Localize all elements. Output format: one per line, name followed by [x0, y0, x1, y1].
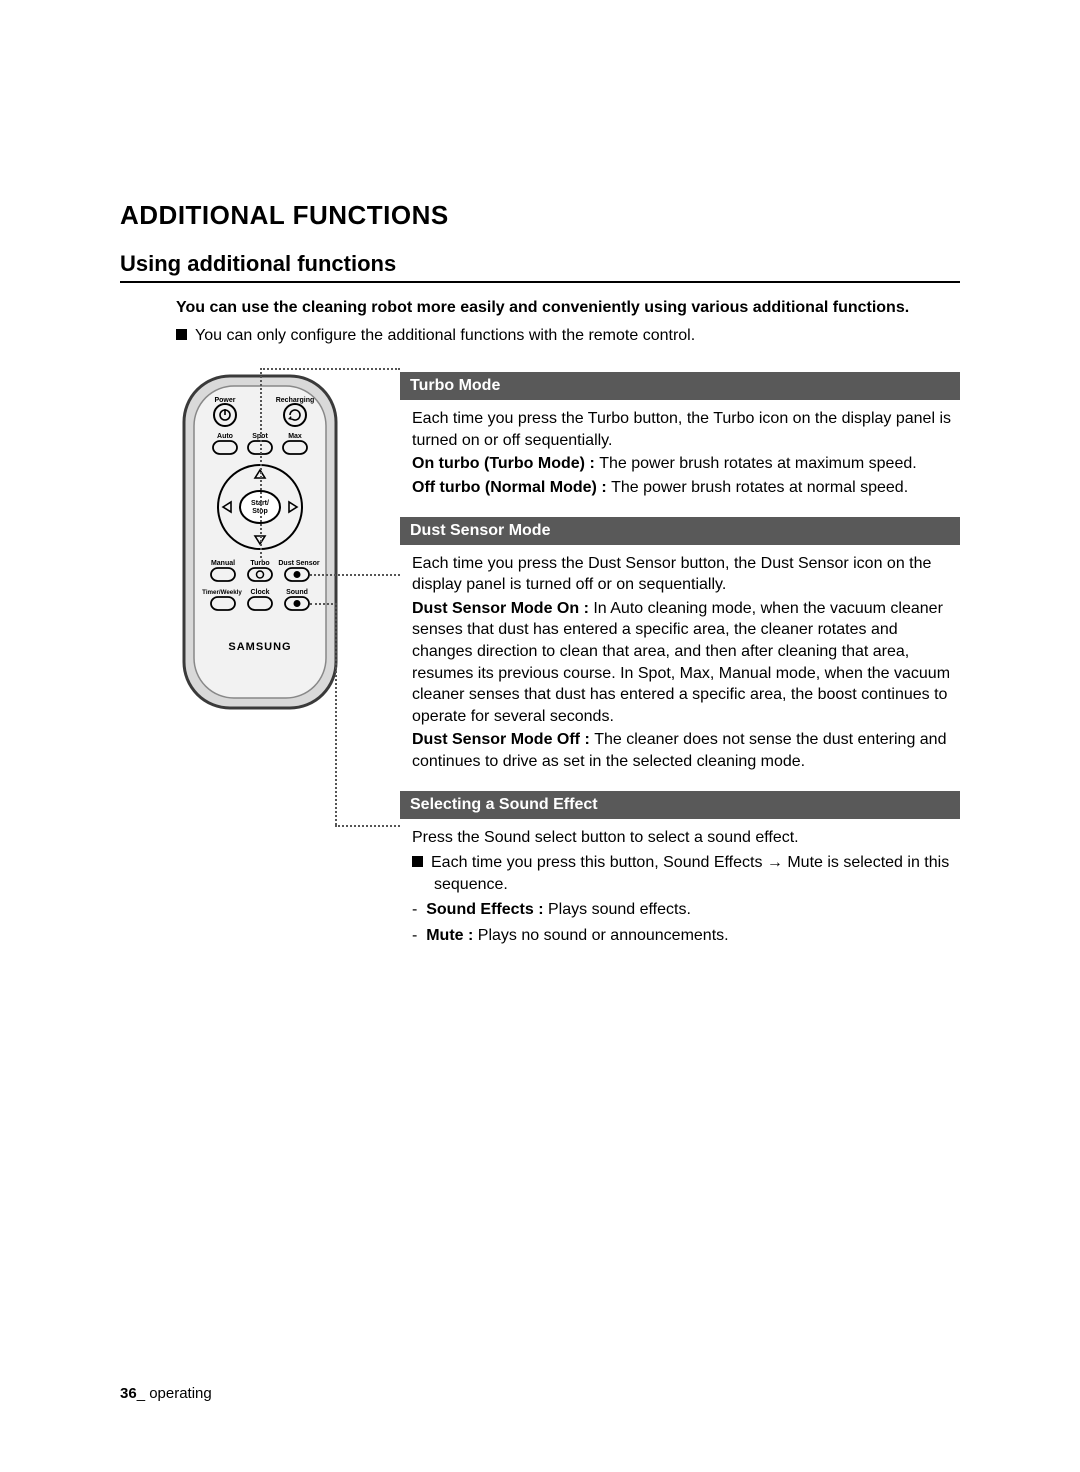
page-footer: 36_ operating	[120, 1385, 212, 1402]
remote-label-recharging: Recharging	[276, 397, 315, 404]
sound-effects-line: - Sound Effects : Plays sound effects.	[412, 899, 960, 921]
sound-mute-line: - Mute : Plays no sound or announcements…	[412, 925, 960, 947]
remote-column: Power Recharging Auto Spot Max	[120, 372, 400, 964]
square-bullet-icon	[412, 856, 423, 867]
turbo-section-body: Each time you press the Turbo button, th…	[412, 408, 960, 498]
sound-intro: Press the Sound select button to select …	[412, 827, 960, 849]
remote-label-turbo: Turbo	[250, 560, 269, 567]
square-bullet-icon	[176, 329, 187, 340]
footer-label: _ operating	[137, 1385, 212, 1402]
sound-effects-label: Sound Effects :	[426, 901, 548, 918]
dust-section-body: Each time you press the Dust Sensor butt…	[412, 553, 960, 773]
dust-intro: Each time you press the Dust Sensor butt…	[412, 553, 960, 596]
turbo-on: On turbo (Turbo Mode) : The power brush …	[412, 453, 960, 475]
intro-note-text: You can only configure the additional fu…	[176, 325, 960, 347]
turbo-intro: Each time you press the Turbo button, th…	[412, 408, 960, 451]
dust-section-head: Dust Sensor Mode	[400, 517, 960, 545]
intro-block: You can use the cleaning robot more easi…	[176, 297, 960, 346]
remote-label-sound: Sound	[286, 589, 308, 596]
remote-label-timer: Timer/Weekly	[202, 589, 242, 596]
sound-section-body: Press the Sound select button to select …	[412, 827, 960, 947]
connector-sound-h	[335, 825, 400, 827]
dust-off-label: Dust Sensor Mode Off :	[412, 731, 594, 748]
remote-label-max: Max	[288, 433, 302, 440]
turbo-on-label: On turbo (Turbo Mode) :	[412, 455, 599, 472]
remote-label-power: Power	[214, 397, 235, 404]
brand-label: SAMSUNG	[228, 641, 291, 653]
turbo-on-text: The power brush rotates at maximum speed…	[599, 455, 916, 472]
remote-label-dust: Dust Sensor	[278, 560, 320, 567]
remote-label-clock: Clock	[250, 589, 269, 596]
sound-section-head: Selecting a Sound Effect	[400, 791, 960, 819]
remote-label-auto: Auto	[217, 433, 233, 440]
intro-bold-text: You can use the cleaning robot more easi…	[176, 297, 960, 319]
intro-note-text-span: You can only configure the additional fu…	[195, 327, 695, 344]
turbo-off-text: The power brush rotates at normal speed.	[611, 479, 908, 496]
page-number: 36	[120, 1385, 137, 1402]
content-layout: Power Recharging Auto Spot Max	[120, 372, 960, 964]
sound-bullet: Each time you press this button, Sound E…	[412, 852, 960, 895]
sound-mute-text: Plays no sound or announcements.	[478, 927, 729, 944]
connector-turbo-h	[260, 368, 400, 370]
turbo-off-label: Off turbo (Normal Mode) :	[412, 479, 611, 496]
dust-on-text: In Auto cleaning mode, when the vacuum c…	[412, 600, 950, 725]
connector-turbo-v	[260, 368, 262, 558]
dust-off: Dust Sensor Mode Off : The cleaner does …	[412, 729, 960, 772]
page-title: ADDITIONAL FUNCTIONS	[120, 200, 960, 231]
sections-column: Turbo Mode Each time you press the Turbo…	[400, 372, 960, 964]
connector-sound-stub	[310, 603, 337, 605]
turbo-off: Off turbo (Normal Mode) : The power brus…	[412, 477, 960, 499]
turbo-section-head: Turbo Mode	[400, 372, 960, 400]
dust-on-label: Dust Sensor Mode On :	[412, 600, 593, 617]
remote-illustration: Power Recharging Auto Spot Max	[180, 372, 400, 712]
connector-dust	[310, 574, 400, 576]
manual-page: ADDITIONAL FUNCTIONS Using additional fu…	[0, 0, 1080, 1472]
sound-effects-text: Plays sound effects.	[548, 901, 691, 918]
section-heading: Using additional functions	[120, 251, 960, 283]
sound-mute-label: Mute :	[426, 927, 478, 944]
remote-label-manual: Manual	[211, 560, 235, 567]
connector-sound-v	[335, 603, 337, 825]
dust-on: Dust Sensor Mode On : In Auto cleaning m…	[412, 598, 960, 728]
sound-bullet-text: Each time you press this button, Sound E…	[431, 854, 949, 893]
